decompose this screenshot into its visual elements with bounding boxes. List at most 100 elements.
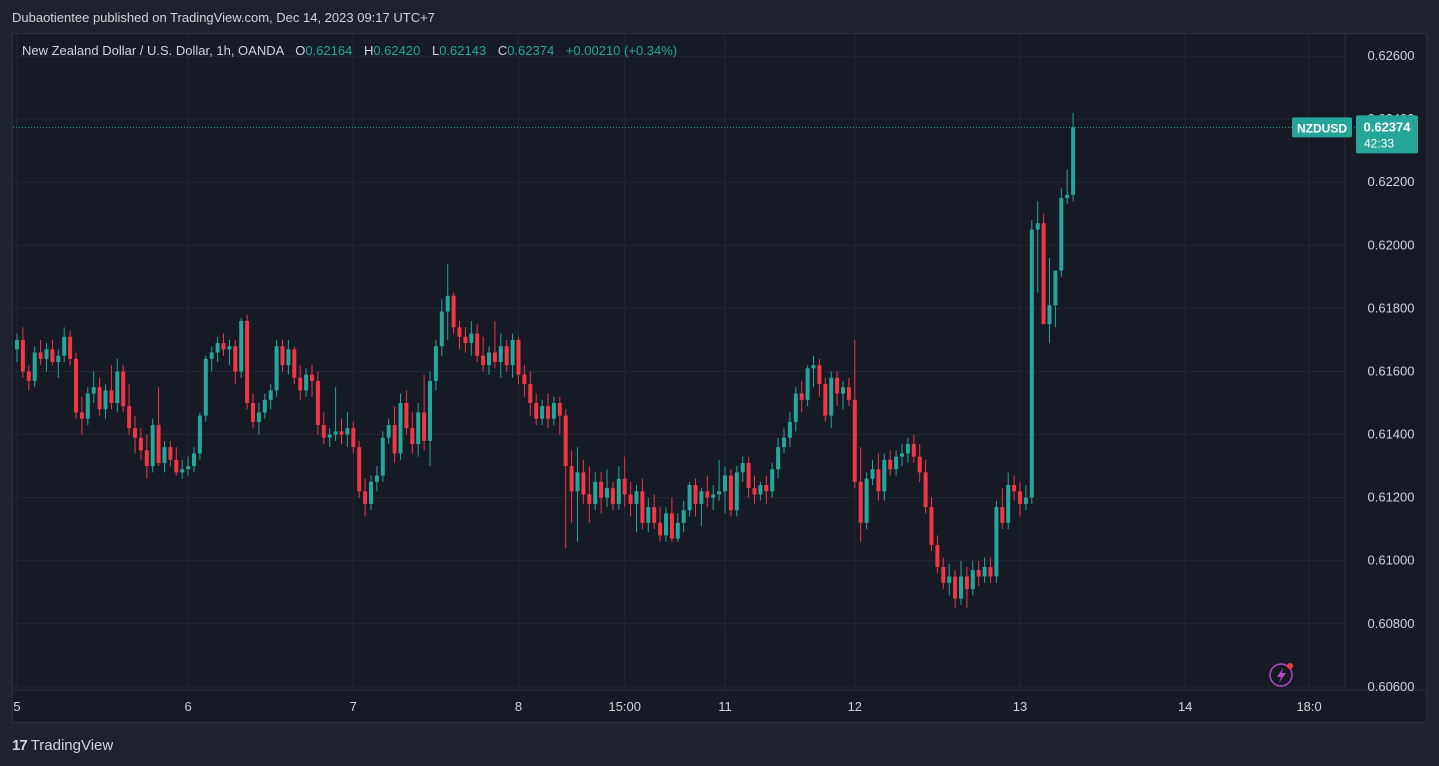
candle bbox=[563, 409, 568, 549]
candle bbox=[1041, 213, 1046, 325]
candle bbox=[982, 557, 987, 583]
candle-body bbox=[852, 399, 857, 482]
low-label: L bbox=[431, 43, 440, 58]
candle bbox=[976, 560, 981, 586]
candle bbox=[569, 450, 574, 523]
candle bbox=[888, 450, 893, 476]
candle-body bbox=[911, 444, 916, 457]
time-tick-label: 18:0 bbox=[1296, 699, 1321, 714]
candle-body bbox=[581, 472, 586, 495]
candle-body bbox=[451, 295, 456, 328]
symbol-description: New Zealand Dollar / U.S. Dollar, 1h, OA… bbox=[22, 43, 284, 58]
candle-body bbox=[923, 472, 928, 508]
price-tick-label: 0.61400 bbox=[1368, 427, 1415, 442]
candle-body bbox=[900, 453, 904, 457]
candle-body bbox=[327, 434, 332, 438]
time-tick-label: 7 bbox=[350, 699, 357, 714]
candle bbox=[917, 444, 922, 482]
candle-body bbox=[770, 469, 775, 492]
candle-body bbox=[1047, 305, 1052, 325]
candle-body bbox=[699, 491, 704, 504]
candle-body bbox=[870, 469, 875, 479]
chart-legend: New Zealand Dollar / U.S. Dollar, 1h, OA… bbox=[22, 43, 677, 58]
candle-body bbox=[1006, 485, 1011, 523]
candle bbox=[823, 377, 828, 422]
candle-body bbox=[445, 295, 450, 312]
change-value: +0.00210 (+0.34%) bbox=[565, 43, 678, 58]
price-tick-label: 0.61200 bbox=[1368, 490, 1415, 505]
candlestick-chart[interactable]: 0.626000.624000.622000.620000.618000.616… bbox=[13, 34, 1426, 722]
tradingview-brand[interactable]: 17 TradingView bbox=[12, 737, 113, 754]
candle bbox=[103, 384, 108, 419]
candle bbox=[640, 478, 645, 530]
brand-name: TradingView bbox=[30, 737, 114, 754]
candle-body bbox=[994, 507, 999, 577]
candle bbox=[835, 371, 840, 407]
candle-body bbox=[310, 374, 314, 381]
candle bbox=[622, 456, 627, 508]
lightning-icon bbox=[1269, 663, 1293, 687]
candle bbox=[345, 412, 350, 448]
candle bbox=[292, 346, 297, 385]
candle-body bbox=[1018, 491, 1022, 504]
candle-body bbox=[510, 339, 515, 366]
candle-body bbox=[404, 403, 409, 429]
candle-body bbox=[540, 406, 545, 419]
candle bbox=[192, 447, 196, 473]
candle-body bbox=[882, 459, 887, 492]
candle bbox=[970, 560, 975, 596]
candle-body bbox=[563, 415, 568, 467]
candle-body bbox=[274, 346, 279, 391]
candle bbox=[15, 333, 19, 362]
candle-body bbox=[1029, 229, 1034, 498]
candle-body bbox=[345, 428, 350, 435]
candle-body bbox=[964, 576, 969, 590]
candle-body bbox=[970, 570, 975, 590]
candle bbox=[776, 437, 781, 479]
candle-body bbox=[546, 406, 550, 419]
candle bbox=[333, 387, 338, 441]
candle-body bbox=[197, 415, 202, 454]
candle bbox=[369, 475, 373, 511]
candle-body bbox=[357, 447, 362, 492]
candle bbox=[481, 336, 486, 372]
candle bbox=[321, 412, 326, 444]
candle-body bbox=[593, 481, 598, 504]
candle-body bbox=[1053, 270, 1058, 306]
close-value: 0.62374 bbox=[507, 43, 555, 58]
candle-body bbox=[363, 491, 368, 504]
candle-body bbox=[1059, 198, 1064, 271]
candle bbox=[150, 418, 155, 473]
candle bbox=[339, 418, 344, 444]
candle bbox=[581, 459, 586, 504]
candle-body bbox=[1041, 223, 1046, 325]
candle-body bbox=[528, 384, 533, 403]
candle-body bbox=[233, 346, 238, 372]
candle bbox=[752, 475, 757, 504]
candle bbox=[900, 444, 904, 467]
candle-body bbox=[728, 475, 733, 511]
candle-body bbox=[504, 346, 509, 366]
price-tag-value: 0.62374 bbox=[1364, 119, 1412, 134]
candle-body bbox=[776, 447, 781, 470]
candle-body bbox=[711, 494, 716, 498]
candle bbox=[959, 560, 963, 605]
chart-frame[interactable]: 0.626000.624000.622000.620000.618000.616… bbox=[12, 33, 1427, 723]
time-tick-label: 6 bbox=[184, 699, 191, 714]
candle bbox=[805, 365, 810, 407]
candle bbox=[740, 456, 745, 482]
candle-body bbox=[127, 406, 132, 429]
candle bbox=[929, 497, 934, 552]
candle-body bbox=[56, 355, 61, 362]
candle bbox=[799, 380, 804, 413]
candle-body bbox=[97, 387, 102, 410]
price-tick-label: 0.62000 bbox=[1368, 237, 1415, 252]
candle bbox=[634, 485, 639, 533]
candle bbox=[728, 469, 733, 517]
candle bbox=[463, 327, 468, 353]
candle bbox=[911, 434, 916, 463]
candle bbox=[1000, 488, 1005, 530]
high-label: H bbox=[363, 43, 374, 58]
candle-body bbox=[374, 475, 379, 482]
time-tick-label: 13 bbox=[1013, 699, 1027, 714]
